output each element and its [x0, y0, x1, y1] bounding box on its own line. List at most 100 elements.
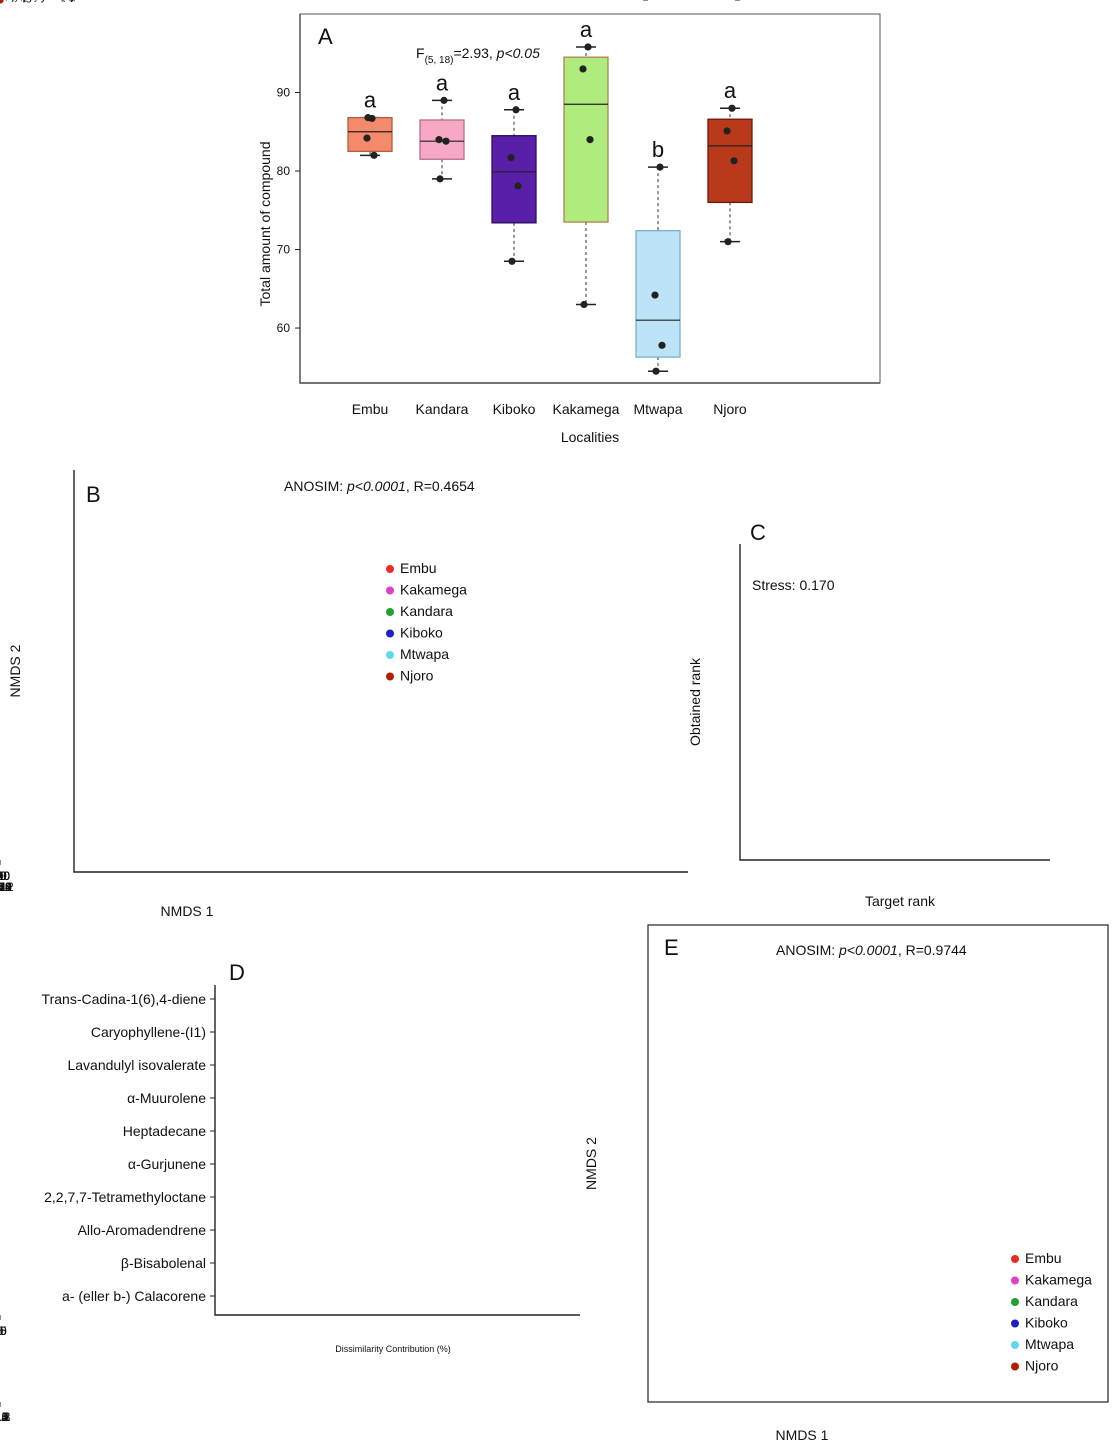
panel-d-xtick-label: 5 [0, 1324, 4, 1338]
panel-b-vector-label: Trans-Cadina-1(6),4-diene [0, 0, 106, 2]
panel-a-ytick-label: 90 [277, 86, 291, 100]
panel-b-xlabel: NMDS 1 [161, 903, 214, 919]
panel-a-point [514, 182, 522, 190]
panel-e-vector-label: Temperature [0, 0, 68, 3]
panel-e-ytick-label: 0.10 [616, 0, 640, 3]
panel-b-ytick-label: 0.075 [35, 0, 65, 3]
panel-c-ytick-label: 160 [713, 0, 733, 3]
panel-c-axes [739, 544, 1050, 861]
panel-a-point [730, 157, 738, 165]
panel-a-point [579, 65, 587, 73]
panel-b-xtick-label: 0.84 [0, 880, 12, 894]
panel-d-xtick-label: 25 [0, 1324, 7, 1338]
panel-c-xtick-label: 160 [0, 869, 10, 883]
panel-c-xtick-label: 180 [0, 869, 10, 883]
panel-e-point [0, 0, 4, 4]
panel-b-ytick-label: 0.000 [35, 0, 65, 3]
panel-a-box [707, 118, 753, 204]
panel-d-category-label: Caryophyllene-(I1) [91, 1024, 206, 1040]
panel-c-xtick-label: 0 [0, 869, 4, 883]
panel-a-point [512, 106, 520, 114]
panel-b-annotation: ANOSIM: p<0.0001, R=0.4654 [284, 478, 475, 494]
panel-b-ytick-label: 0.100 [35, 0, 65, 3]
panel-c-ytick-label: 0 [726, 0, 733, 3]
panel-a-xlabel: Localities [561, 429, 619, 445]
panel-a-point [435, 136, 443, 144]
panel-a-point [508, 257, 516, 265]
panel-d-letter-label: D [229, 960, 245, 985]
panel-e-legend-swatch [1011, 1319, 1019, 1328]
panel-b-ytick-label: -0.075 [31, 0, 65, 3]
panel-a-point [363, 134, 371, 142]
panel-e-xtick-label: -0.3 [0, 1410, 11, 1424]
panel-e-legend-label: Embu [1025, 1250, 1062, 1266]
panel-b-xtick-label: 0.00 [0, 880, 12, 894]
panel-e-legend-swatch [1011, 1298, 1019, 1306]
panel-a-xtick-label: Mtwapa [633, 401, 682, 417]
panel-a-point [507, 154, 515, 162]
panel-b-ytick-label: -0.050 [31, 0, 65, 3]
panel-b-xtick-label: -0.12 [0, 880, 14, 894]
panel-a-ytick-label: 60 [277, 321, 291, 335]
panel-a-point [436, 175, 444, 183]
panel-c-ytick-label: 60 [720, 0, 734, 3]
panel-d-xtick-label: 0 [0, 1324, 4, 1338]
panel-d-xtick-label: 20 [0, 1324, 7, 1338]
panel-a-point [584, 43, 592, 51]
panel-e-vector-label: Rainfall [0, 0, 40, 3]
panel-b-legend-label: Kakamega [400, 582, 467, 598]
panel-e-ytick-label: -0.05 [612, 0, 640, 3]
panel-c-ytick-label: 80 [720, 0, 734, 3]
panel-a-xtick-label: Embu [352, 401, 389, 417]
panel-b-xtick-label: 0.36 [0, 880, 12, 894]
panel-b-legend-swatch [386, 608, 394, 616]
panel-a-point [652, 367, 660, 375]
panel-e-ytick-label: 0.05 [616, 0, 640, 3]
panel-c-ytick-label: 120 [713, 0, 733, 3]
panel-c-xtick-label: 100 [0, 869, 10, 883]
panel-b-legend-label: Embu [400, 560, 437, 576]
panel-d-axes [214, 985, 580, 1316]
panel-e-xtick-label: -0.2 [0, 1410, 11, 1424]
panel-a-point [442, 137, 450, 145]
panel-a-xtick-label: Kakamega [553, 401, 620, 417]
panel-c-annotation: Stress: 0.170 [752, 577, 835, 593]
panel-c-xtick-label: 40 [0, 869, 7, 883]
panel-a-box [491, 135, 537, 224]
panel-a-point [580, 300, 588, 309]
panel-e-ytick-label: -0.15 [612, 0, 640, 3]
panel-e-frame [647, 924, 1109, 1403]
panel-d-category-label: 2,2,7,7-Tetramethyloctane [44, 1189, 206, 1205]
panel-a-ylabel: Total amount of compound [257, 142, 273, 307]
panel-b-ytick-label: 0.025 [35, 0, 65, 3]
panel-d-xtick-label: 15 [0, 1324, 7, 1338]
panel-b-legend-label: Kandara [400, 603, 453, 619]
panel-b-letter-label: B [86, 482, 101, 507]
panel-c-xtick-label: 140 [0, 869, 10, 883]
panel-a-xtick-label: Kiboko [493, 401, 536, 417]
panel-a-ytick-label: 70 [277, 243, 291, 257]
panel-c-xtick-label: 60 [0, 869, 7, 883]
panel-e-xtick-label: 0.0 [0, 1410, 9, 1424]
panel-e-vector-label: Humidity [0, 0, 47, 3]
panel-a-point [364, 114, 372, 122]
panel-a-xtick-label: Kandara [416, 401, 469, 417]
panel-b-vector-label: Heptadecane [0, 0, 54, 2]
panel-a-point [586, 136, 594, 144]
panel-b-legend-swatch [386, 672, 394, 681]
panel-d-category-label: α-Gurjunene [128, 1156, 206, 1172]
panel-d-xlabel: Dissimilarity Contribution (%) [335, 1344, 451, 1354]
panel-c-xtick-label: 20 [0, 869, 7, 883]
panel-e-ylabel: NMDS 2 [583, 1137, 599, 1190]
panel-e-vector-label: Sunshine [0, 0, 50, 3]
panel-a-letter: b [652, 137, 664, 162]
panel-e-xtick-label: 0.4 [0, 1410, 9, 1424]
panel-e-legend-swatch [1011, 1362, 1019, 1371]
panel-c-xlabel: Target rank [865, 893, 936, 909]
panel-e-legend-swatch [1011, 1255, 1019, 1263]
panel-a-box [347, 116, 393, 153]
panel-e-ytick-label: -0.20 [612, 0, 640, 3]
panel-e-legend-label: Kiboko [1025, 1315, 1068, 1331]
panel-a-box [563, 56, 609, 223]
